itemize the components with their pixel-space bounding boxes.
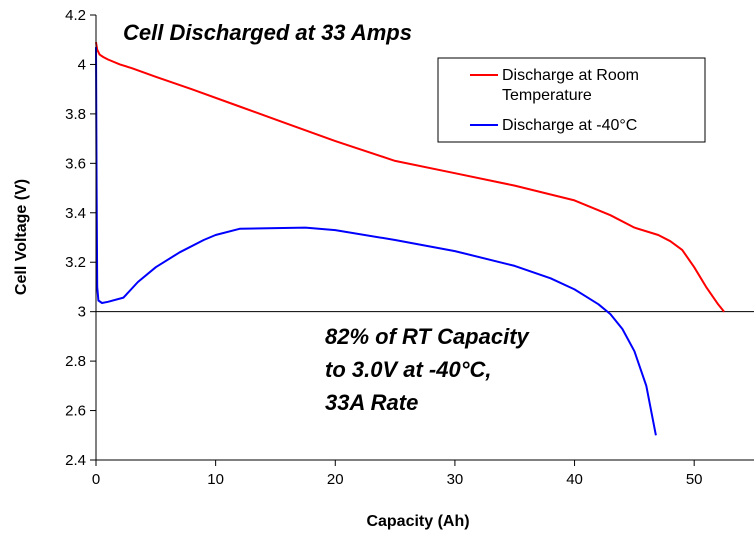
x-tick-label: 10 bbox=[207, 471, 224, 488]
annotation-line-2: to 3.0V at -40°C, bbox=[325, 357, 492, 382]
y-tick-label: 2.6 bbox=[65, 403, 86, 420]
x-tick-label: 20 bbox=[327, 471, 344, 488]
y-tick-label: 3.8 bbox=[65, 106, 86, 123]
y-tick-label: 3.6 bbox=[65, 155, 86, 172]
series-group bbox=[95, 42, 725, 436]
y-tick-label: 4.2 bbox=[65, 7, 86, 24]
y-tick-label: 4 bbox=[78, 56, 86, 73]
series-line-minus40 bbox=[95, 47, 657, 436]
y-tick-label: 3.4 bbox=[65, 205, 86, 222]
x-tick-label: 50 bbox=[686, 471, 703, 488]
annotation: 82% of RT Capacity to 3.0V at -40°C, 33A… bbox=[325, 324, 531, 415]
x-axis-title: Capacity (Ah) bbox=[366, 513, 469, 530]
annotation-line-3: 33A Rate bbox=[325, 390, 418, 415]
axes-group bbox=[95, 15, 754, 461]
y-tick-label: 2.8 bbox=[65, 353, 86, 370]
chart-title: Cell Discharged at 33 Amps bbox=[123, 20, 412, 45]
annotation-line-1: 82% of RT Capacity bbox=[325, 324, 531, 349]
x-tick-label: 40 bbox=[566, 471, 583, 488]
x-tick-label: 0 bbox=[92, 471, 100, 488]
y-tick-label: 2.4 bbox=[65, 452, 86, 469]
y-tick-label: 3.2 bbox=[65, 254, 86, 271]
legend-label-minus40: Discharge at -40°C bbox=[502, 117, 637, 134]
ticks-group: 2.4 2.6 2.8 3 3.2 3.4 3.6 3.8 4 4.2 0 10 20 30 40 50 bbox=[65, 7, 702, 488]
legend-box bbox=[437, 57, 706, 143]
y-axis-title: Cell Voltage (V) bbox=[13, 179, 30, 295]
plot-area: 2.4 2.6 2.8 3 3.2 3.4 3.6 3.8 4 4.2 0 10 20 30 40 50 bbox=[65, 7, 754, 488]
y-tick-label: 3 bbox=[78, 304, 86, 321]
series-line-room-temp bbox=[95, 42, 725, 313]
legend-label-room-temp: Discharge at Room Temperature bbox=[502, 67, 639, 104]
legend: Discharge at Room Temperature Discharge a… bbox=[437, 57, 706, 143]
x-tick-label: 30 bbox=[447, 471, 464, 488]
